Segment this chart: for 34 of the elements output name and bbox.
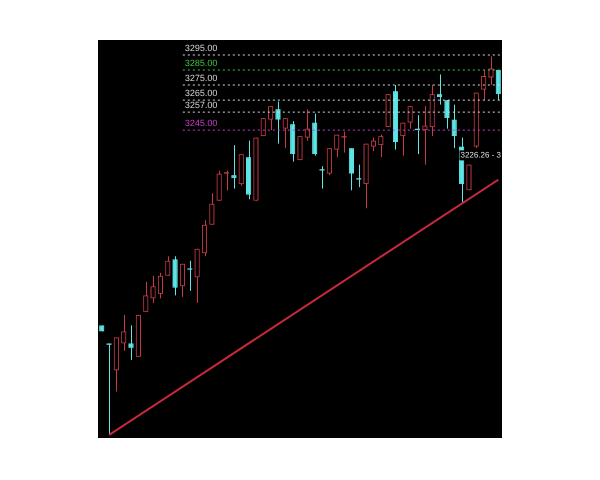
candlestick [408, 106, 413, 130]
candlestick [378, 134, 384, 158]
candlestick [165, 256, 170, 276]
candlestick [444, 100, 450, 130]
ref-line-label: 3285.00 [184, 58, 218, 68]
annotation: 3226.26 - 3 [460, 150, 502, 160]
candlestick [334, 134, 340, 158]
candlestick [422, 106, 428, 166]
candlestick [209, 192, 214, 226]
candlestick [452, 104, 457, 149]
candlestick [488, 56, 494, 86]
candlestick [326, 148, 332, 176]
candlestick [150, 275, 156, 304]
candlestick [348, 148, 354, 191]
candlestick [496, 70, 501, 101]
candlestick [481, 70, 486, 101]
ref-line-label: 3245.00 [184, 118, 218, 128]
candlestick [304, 108, 310, 142]
ref-line-label: 3257.00 [184, 100, 218, 110]
candlestick [400, 122, 406, 156]
ref-line-label: 3295.00 [184, 43, 218, 54]
ref-line-label: 3275.00 [184, 73, 218, 84]
candlestick [128, 324, 134, 360]
candlestick [282, 118, 288, 149]
candlestick [268, 106, 274, 131]
candlestick [158, 272, 164, 299]
candlestick [231, 144, 236, 190]
candlestick [275, 101, 281, 144]
candlestick [436, 74, 442, 106]
candlestick [370, 137, 376, 152]
ref-line-label: 3265.00 [184, 88, 218, 98]
candlestick [143, 281, 148, 312]
candlestick [180, 263, 186, 298]
candlestick [121, 314, 126, 352]
